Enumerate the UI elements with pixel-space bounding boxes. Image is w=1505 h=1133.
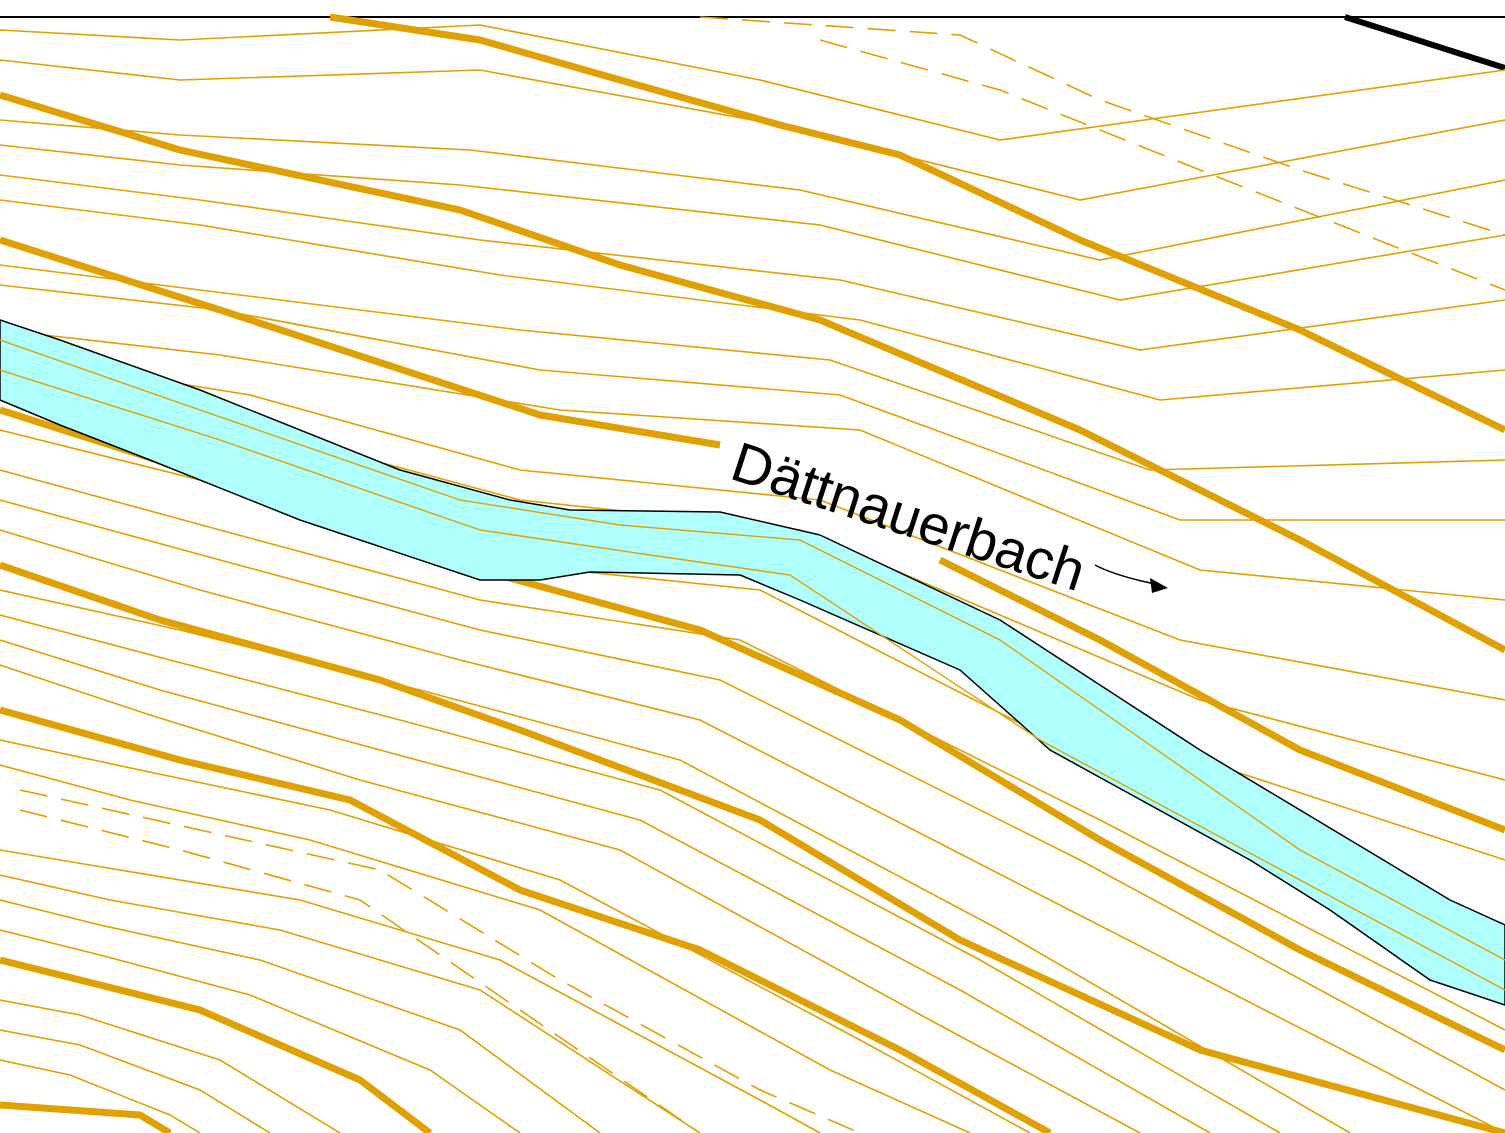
boundary-line bbox=[1344, 14, 1505, 71]
dashed-contours bbox=[19, 16, 1505, 1133]
stream-water-body bbox=[0, 319, 1505, 1006]
water-contours bbox=[0, 339, 1505, 991]
flow-arrow-icon bbox=[1094, 564, 1168, 593]
